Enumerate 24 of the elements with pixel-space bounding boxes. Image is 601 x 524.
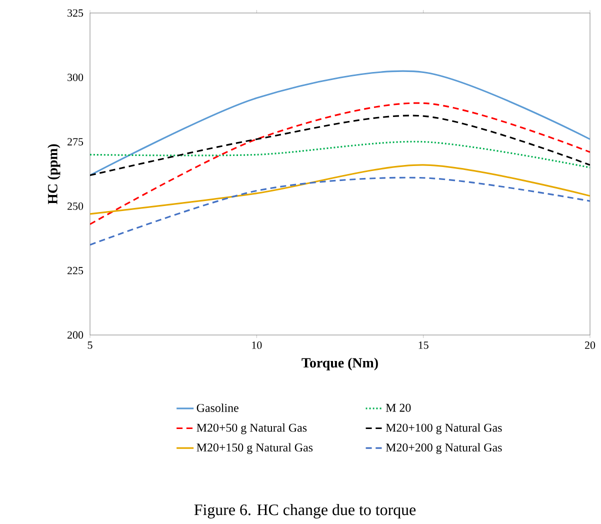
x-tick-label: 5	[88, 342, 92, 349]
line-series	[90, 176, 590, 246]
y-axis-title: HC (ppm)	[48, 144, 60, 204]
line-series	[90, 164, 590, 215]
y-tick-label: 300	[68, 74, 84, 82]
y-tick-label: 275	[68, 138, 84, 146]
legend-label: M 20	[386, 404, 411, 412]
y-tick-label: 200	[68, 331, 84, 339]
legend-label: M20+50 g Natural Gas	[196, 423, 307, 434]
x-tick-label: 20	[585, 342, 596, 349]
line-series	[90, 70, 590, 176]
x-axis-title: Torque (Nm)	[302, 358, 378, 370]
y-tick-label: 250	[68, 202, 84, 210]
legend-label: M20+150 g Natural Gas	[196, 443, 313, 454]
legend-label: M20+200 g Natural Gas	[386, 443, 502, 454]
y-tick-label: 325	[68, 9, 84, 17]
x-tick-label: 15	[418, 342, 428, 349]
line-series	[90, 102, 590, 226]
y-tick-label: 225	[68, 266, 84, 274]
x-tick-label: 10	[252, 342, 262, 349]
text: Figure 6. HC change due to torque	[194, 504, 416, 518]
line-series	[90, 114, 590, 176]
legend-label: M20+100 g Natural Gas	[386, 423, 502, 434]
legend-label: Gasoline	[196, 404, 238, 412]
